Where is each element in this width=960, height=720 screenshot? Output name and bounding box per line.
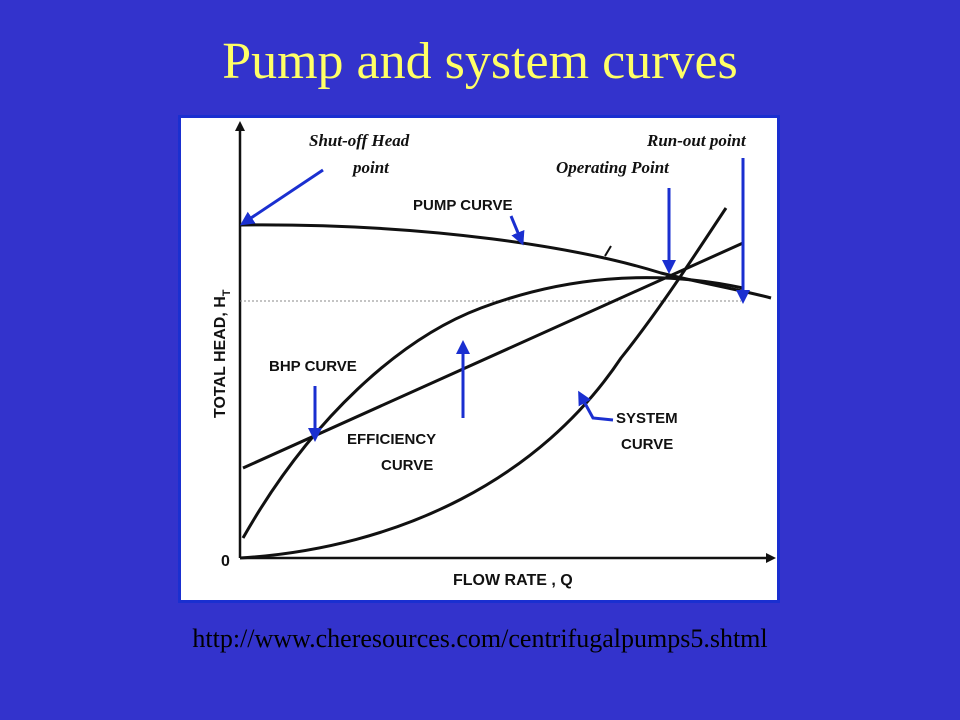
pump-curve-tick [604, 245, 612, 257]
diagram-canvas: Shut-off Head point Run-out point Operat… [212, 121, 776, 589]
pump-curve-label: PUMP CURVE [413, 197, 512, 214]
slide-title: Pump and system curves [222, 33, 738, 90]
pump-curve [239, 223, 772, 300]
runout-label: Run-out point [646, 131, 747, 150]
pump-system-diagram: Shut-off Head point Run-out point Operat… [178, 115, 780, 603]
pump-curve-arrow [509, 215, 525, 246]
y-axis-label-group: TOTAL HEAD, HT [212, 289, 233, 418]
shutoff-label-line1: Shut-off Head [309, 131, 410, 150]
efficiency-label-line2: CURVE [381, 457, 433, 474]
source-url: http://www.cheresources.com/centrifugalp… [192, 624, 768, 653]
efficiency-curve [241, 276, 744, 539]
operating-point-label: Operating Point [556, 158, 670, 177]
shutoff-label-line2: point [351, 158, 390, 177]
efficiency-label-line1: EFFICIENCY [347, 431, 436, 448]
system-curve-arrow [578, 390, 614, 422]
system-label-line1: SYSTEM [616, 410, 678, 427]
system-label-line2: CURVE [621, 436, 673, 453]
x-axis-label: FLOW RATE , Q [453, 572, 573, 589]
bhp-curve-label: BHP CURVE [269, 358, 357, 375]
shutoff-arrow [240, 168, 324, 226]
origin-label: 0 [221, 553, 230, 570]
y-axis-label: TOTAL HEAD, HT [212, 289, 233, 418]
bhp-curve [242, 241, 744, 470]
system-curve [239, 207, 728, 560]
